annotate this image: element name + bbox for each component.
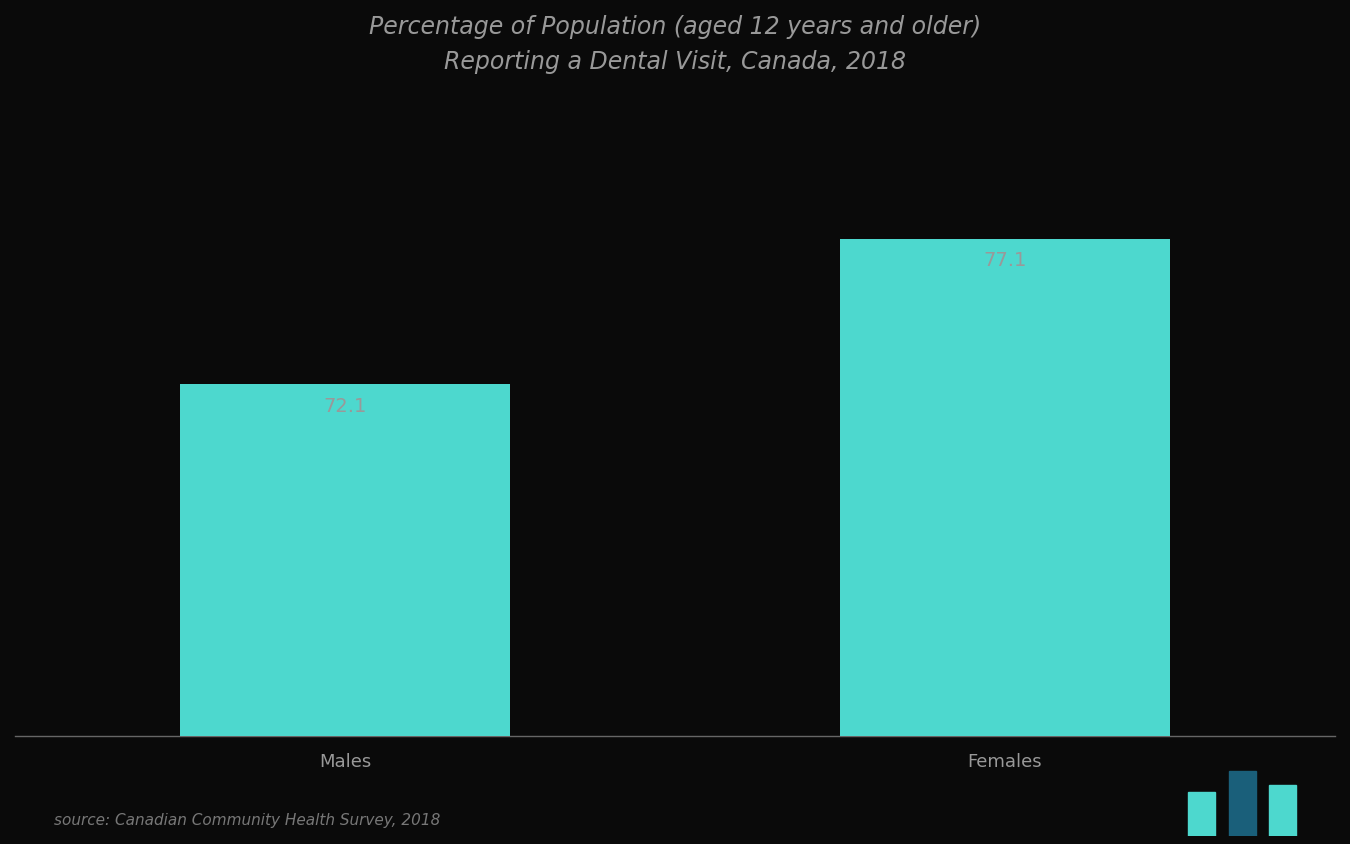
Bar	[1228, 771, 1256, 836]
Bar	[1188, 792, 1215, 836]
Text: 72.1: 72.1	[323, 396, 367, 415]
Bar	[1269, 785, 1296, 836]
Text: 77.1: 77.1	[983, 251, 1027, 270]
Title: Percentage of Population (aged 12 years and older)
Reporting a Dental Visit, Can: Percentage of Population (aged 12 years …	[369, 15, 981, 74]
Bar	[180, 385, 510, 844]
Bar	[840, 240, 1170, 844]
Text: source: Canadian Community Health Survey, 2018: source: Canadian Community Health Survey…	[54, 812, 440, 827]
